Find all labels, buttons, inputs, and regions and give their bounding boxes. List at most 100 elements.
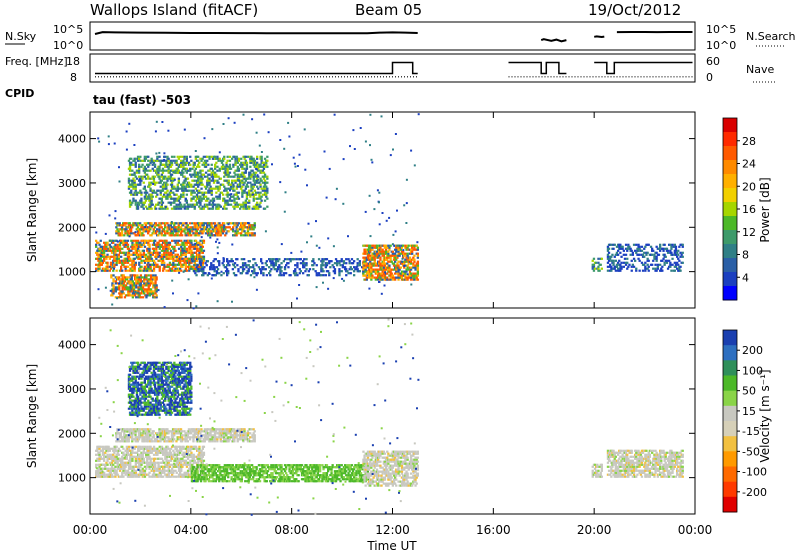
power-cell — [120, 267, 123, 270]
power-cell — [198, 161, 201, 164]
velocity-cell — [143, 445, 147, 448]
power-cell — [340, 258, 343, 261]
power-cell — [184, 199, 187, 202]
power-cell — [659, 263, 662, 266]
power-cell — [177, 239, 181, 242]
power-cell — [237, 183, 241, 186]
power-cell — [394, 133, 397, 135]
power-cell — [132, 177, 135, 180]
velocity-cell — [108, 461, 111, 464]
power-cell — [185, 224, 188, 227]
power-cell — [106, 243, 109, 246]
power-cell — [128, 228, 132, 231]
velocity-cell — [129, 449, 132, 452]
velocity-cell — [141, 467, 144, 470]
power-cell — [133, 267, 136, 270]
power-cell — [218, 241, 221, 244]
power-cell — [677, 263, 680, 266]
velocity-cell — [114, 471, 117, 474]
power-cell — [103, 241, 106, 244]
power-cell — [612, 247, 615, 250]
power-cell — [115, 276, 119, 279]
power-cell — [141, 159, 144, 162]
power-cell — [133, 179, 136, 182]
power-cell — [371, 246, 374, 249]
velocity-cell — [142, 457, 145, 460]
power-cell — [117, 255, 120, 258]
velocity-cell — [162, 449, 165, 452]
power-cell — [106, 241, 109, 244]
power-cell — [416, 252, 419, 255]
power-cell — [149, 228, 152, 231]
power-cell — [185, 167, 188, 170]
power-cell — [178, 187, 182, 190]
power-cell — [190, 185, 193, 188]
power-cell — [668, 259, 671, 262]
power-cell — [108, 257, 111, 260]
velocity-cell — [103, 453, 106, 456]
power-cell — [148, 292, 151, 295]
power-cell — [228, 197, 232, 200]
power-cell — [195, 226, 198, 229]
power-cell — [242, 228, 245, 231]
power-cell — [257, 207, 260, 210]
power-cell — [262, 272, 265, 275]
power-cell — [266, 165, 269, 168]
velocity-cell — [167, 463, 170, 466]
velocity-cell — [175, 463, 178, 466]
power-cell — [175, 230, 178, 233]
power-cell — [251, 228, 254, 231]
power-cell — [249, 228, 252, 231]
power-cell — [270, 262, 273, 265]
power-cell — [155, 296, 158, 299]
power-cell — [182, 161, 185, 164]
power-cell — [200, 247, 203, 250]
power-cell — [234, 224, 237, 227]
power-cell — [606, 261, 610, 264]
power-cell — [126, 245, 130, 248]
power-cell — [99, 239, 102, 242]
power-cell — [626, 249, 629, 252]
power-cell — [214, 258, 217, 261]
power-cell — [218, 222, 221, 225]
power-cell — [262, 161, 266, 164]
power-cell — [661, 269, 664, 272]
velocity-cell — [167, 473, 170, 476]
power-cell — [234, 232, 237, 235]
power-cell — [139, 179, 142, 182]
power-cell — [384, 248, 388, 251]
power-cell — [134, 243, 137, 246]
power-cell — [162, 230, 166, 233]
power-cell — [665, 259, 669, 262]
power-cell — [222, 207, 225, 210]
power-cell — [180, 257, 183, 260]
power-cell — [191, 173, 194, 176]
power-colorbar-swatch — [723, 258, 737, 273]
velocity-cell — [104, 465, 107, 468]
power-cell — [371, 256, 374, 259]
power-cell — [678, 259, 681, 262]
power-cell — [325, 270, 329, 273]
velocity-cell — [154, 475, 157, 478]
power-cell — [258, 181, 261, 184]
velocity-cell — [97, 471, 100, 474]
power-cell — [152, 241, 156, 244]
power-cell — [95, 267, 98, 270]
power-cell — [232, 234, 235, 237]
power-cell — [378, 268, 381, 271]
power-cell — [367, 250, 371, 253]
power-cell — [187, 278, 190, 281]
velocity-cell — [105, 461, 108, 464]
velocity-cell — [131, 457, 134, 460]
power-cell — [121, 263, 124, 266]
power-cell — [271, 260, 274, 263]
power-cell — [227, 272, 230, 275]
power-cell — [282, 272, 285, 275]
power-cell — [207, 177, 210, 180]
power-cell — [607, 259, 611, 262]
power-cell — [210, 163, 213, 166]
power-cell — [108, 214, 111, 217]
power-cell — [634, 249, 637, 252]
velocity-cell — [138, 455, 141, 458]
power-cell — [156, 224, 159, 227]
